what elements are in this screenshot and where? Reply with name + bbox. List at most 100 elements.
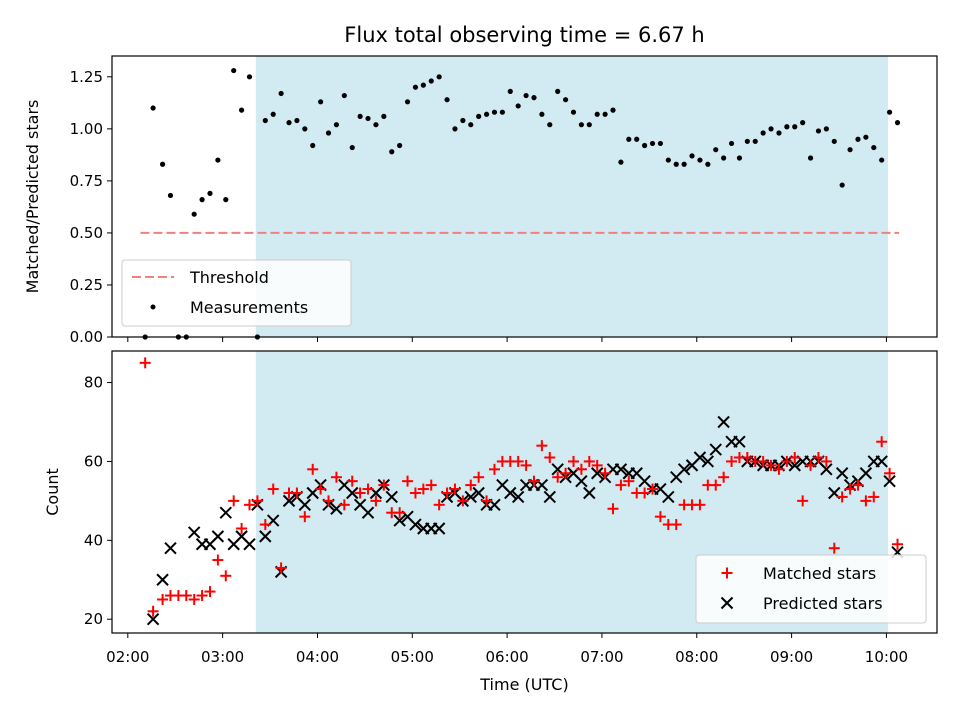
predicted-star-point <box>820 463 833 476</box>
matched-star-point <box>323 495 335 507</box>
predicted-star-point <box>472 486 485 500</box>
legend-x-marker <box>720 596 734 610</box>
measurement-point <box>539 111 545 117</box>
matched-star-point <box>520 459 532 471</box>
measurement-point <box>594 111 600 117</box>
measurement-point <box>697 157 703 163</box>
matched-star-point <box>188 593 200 605</box>
measurement-point <box>871 144 877 151</box>
predicted-star-point <box>543 490 556 504</box>
chart-title: Flux total observing time = 6.67 h <box>344 23 704 47</box>
measurement-point <box>721 155 727 161</box>
y-tick-label: 0.25 <box>70 276 103 294</box>
predicted-star-point <box>693 451 707 464</box>
matched-stars-points <box>139 357 903 617</box>
y-tick-label: 80 <box>84 374 103 392</box>
measurement-point <box>286 120 292 126</box>
predicted-star-point <box>259 530 272 543</box>
measurement-point <box>713 147 719 153</box>
matched-star-point <box>362 483 374 495</box>
measurement-point <box>586 122 592 128</box>
measurement-point <box>150 105 156 111</box>
x-tick-label: 04:00 <box>296 648 339 666</box>
measurement-point <box>325 130 332 136</box>
matched-star-point <box>402 475 414 487</box>
matched-star-point <box>844 483 856 495</box>
measurement-point <box>381 113 387 119</box>
x-tick-label: 06:00 <box>485 648 528 666</box>
matched-star-point <box>267 483 279 495</box>
predicted-star-point <box>156 573 169 586</box>
matched-star-point <box>338 499 350 511</box>
matched-star-point <box>891 538 903 550</box>
matched-star-point <box>820 455 832 467</box>
measurement-point <box>428 78 434 84</box>
measurement-point <box>515 103 521 109</box>
matched-star-point <box>394 507 406 519</box>
matched-star-point <box>441 487 453 499</box>
matched-star-point <box>567 455 579 467</box>
matched-star-point <box>212 554 224 566</box>
predicted-star-point <box>511 490 525 504</box>
measurement-point <box>483 111 490 117</box>
measurement-point <box>776 130 782 136</box>
matched-star-point <box>718 471 730 483</box>
matched-star-point <box>639 487 651 499</box>
matched-star-point <box>251 495 263 507</box>
matched-star-point <box>354 487 366 499</box>
predicted-star-point <box>385 490 398 504</box>
legend-matched-label: Matched stars <box>763 564 876 583</box>
matched-star-point <box>647 483 659 495</box>
measurement-point <box>318 99 324 105</box>
legend-predicted-swatch <box>720 596 734 610</box>
matched-star-point <box>544 451 556 463</box>
matched-star-point <box>789 451 801 463</box>
measurement-point <box>310 142 316 149</box>
measurement-point <box>452 126 458 132</box>
measurement-point <box>736 155 743 161</box>
predicted-star-point <box>883 474 896 488</box>
matched-star-point <box>852 479 864 491</box>
matched-star-point <box>552 471 564 483</box>
top-legend-box <box>121 259 352 327</box>
measurement-point <box>420 82 426 88</box>
matched-star-point <box>710 479 722 491</box>
measurement-point <box>167 192 174 199</box>
matched-star-point <box>275 562 287 574</box>
y-tick-label: 0.75 <box>70 172 103 190</box>
y-tick-label: 60 <box>84 452 103 470</box>
predicted-star-point <box>662 490 675 504</box>
matched-star-point <box>417 483 429 495</box>
matched-star-point <box>694 499 706 511</box>
predicted-star-point <box>677 463 691 476</box>
top-y-axis-label: Matched/Predicted stars <box>23 100 42 294</box>
bottom-legend-box <box>695 554 927 624</box>
matched-star-point <box>741 451 753 463</box>
predicted-star-point <box>361 506 375 519</box>
matched-star-point <box>378 479 390 491</box>
measurement-point <box>294 117 300 124</box>
matched-star-point <box>139 357 151 369</box>
x-tick-label: 09:00 <box>770 648 813 666</box>
predicted-star-point <box>187 526 201 539</box>
legend-matched-swatch <box>721 567 733 579</box>
matched-star-point <box>465 479 477 491</box>
matched-star-point <box>797 495 809 507</box>
matched-star-point <box>370 495 382 507</box>
matched-star-point <box>259 519 271 531</box>
legend-measurements-label: Measurements <box>190 298 308 317</box>
measurement-point <box>159 161 166 167</box>
matched-star-point <box>623 475 635 487</box>
measurement-point <box>626 136 632 142</box>
x-tick-label: 02:00 <box>106 648 149 666</box>
measurement-point <box>191 211 197 217</box>
matched-star-point <box>607 503 619 515</box>
matched-star-point <box>836 491 848 503</box>
predicted-star-point <box>875 455 888 468</box>
matched-star-point <box>147 605 159 617</box>
measurement-point <box>341 92 347 99</box>
predicted-star-point <box>504 486 517 500</box>
bottom-y-axis-label: Count <box>43 468 62 516</box>
bottom-y-ticks: 20 40 60 80 <box>84 374 112 628</box>
measurement-point <box>476 113 482 119</box>
